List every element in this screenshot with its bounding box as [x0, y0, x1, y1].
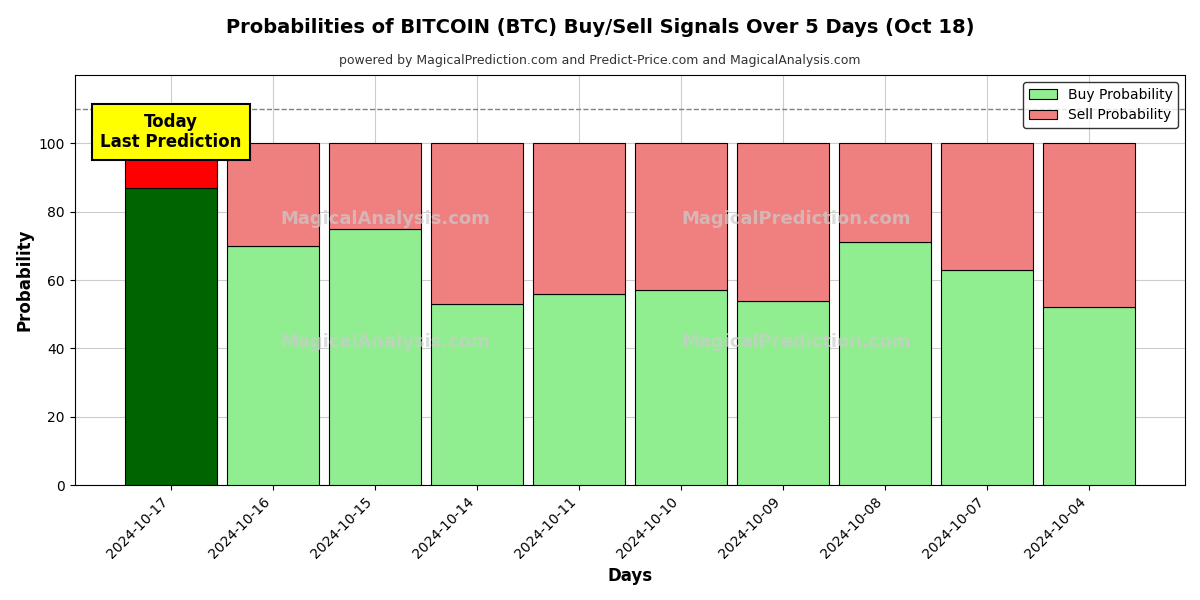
X-axis label: Days: Days	[607, 567, 653, 585]
Bar	[635, 143, 727, 290]
Text: Probabilities of BITCOIN (BTC) Buy/Sell Signals Over 5 Days (Oct 18): Probabilities of BITCOIN (BTC) Buy/Sell …	[226, 18, 974, 37]
Bar	[635, 290, 727, 485]
Bar	[1043, 143, 1134, 307]
Text: MagicalPrediction.com: MagicalPrediction.com	[682, 209, 911, 227]
Bar	[431, 304, 523, 485]
Bar	[533, 143, 625, 294]
Bar	[941, 143, 1032, 270]
Bar	[941, 270, 1032, 485]
Bar	[431, 143, 523, 304]
Text: MagicalPrediction.com: MagicalPrediction.com	[682, 332, 911, 350]
Text: MagicalAnalysis.com: MagicalAnalysis.com	[281, 332, 491, 350]
Bar	[227, 143, 319, 246]
Bar	[125, 143, 217, 188]
Bar	[329, 143, 421, 229]
Bar	[125, 188, 217, 485]
Bar	[227, 246, 319, 485]
Y-axis label: Probability: Probability	[16, 229, 34, 331]
Bar	[1043, 307, 1134, 485]
Legend: Buy Probability, Sell Probability: Buy Probability, Sell Probability	[1024, 82, 1178, 128]
Text: MagicalAnalysis.com: MagicalAnalysis.com	[281, 209, 491, 227]
Bar	[533, 294, 625, 485]
Bar	[737, 143, 829, 301]
Text: powered by MagicalPrediction.com and Predict-Price.com and MagicalAnalysis.com: powered by MagicalPrediction.com and Pre…	[340, 54, 860, 67]
Bar	[839, 143, 931, 242]
Bar	[737, 301, 829, 485]
Text: Today
Last Prediction: Today Last Prediction	[101, 113, 241, 151]
Bar	[329, 229, 421, 485]
Bar	[839, 242, 931, 485]
